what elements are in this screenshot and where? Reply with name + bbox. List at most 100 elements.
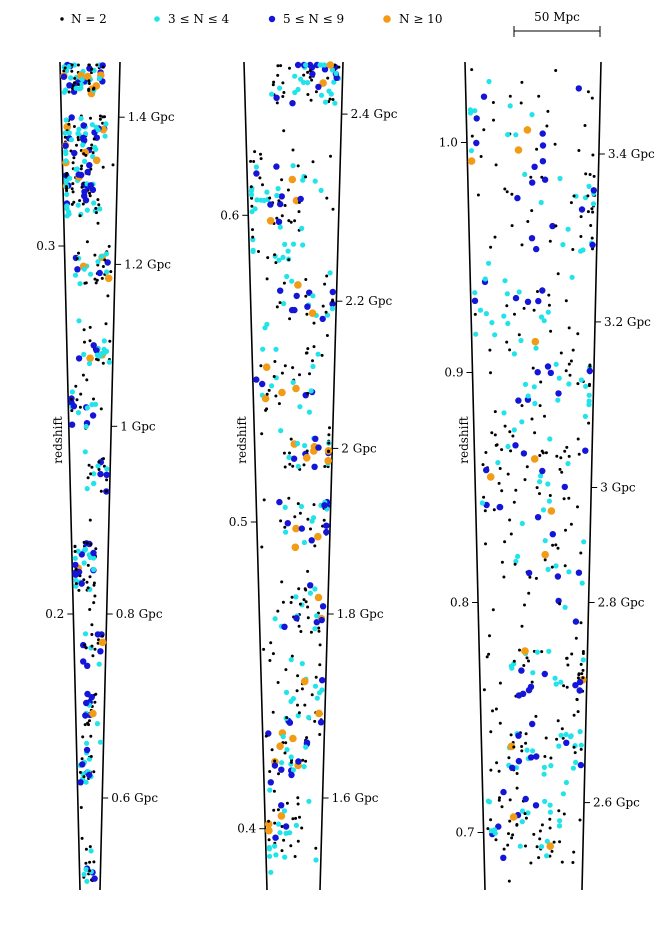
point-n3-4	[250, 248, 256, 254]
point-n2	[586, 90, 590, 94]
point-n2	[283, 465, 287, 469]
point-n2	[305, 449, 309, 453]
point-n3-4	[299, 661, 305, 667]
point-n5-9	[104, 259, 111, 266]
point-n2	[581, 676, 585, 680]
point-n2	[75, 398, 79, 402]
point-n2	[567, 326, 571, 330]
point-n3-4	[489, 320, 495, 326]
point-n2	[520, 80, 524, 84]
point-n5-9	[575, 569, 583, 576]
point-n2	[258, 176, 262, 180]
point-n3-4	[566, 381, 572, 387]
point-n2	[92, 137, 96, 141]
point-n2	[482, 128, 486, 132]
point-n3-4	[577, 729, 583, 735]
point-n3-4	[89, 122, 95, 128]
point-n2	[587, 421, 591, 425]
point-n2	[538, 404, 542, 408]
point-n2	[512, 659, 516, 663]
point-n5-9	[572, 618, 580, 625]
point-n2	[528, 575, 532, 579]
point-n2	[97, 638, 100, 642]
point-n2	[569, 359, 573, 363]
point-n2	[513, 562, 517, 566]
point-n3-4	[316, 690, 323, 696]
point-n3-4	[306, 798, 312, 804]
point-n2	[93, 277, 97, 281]
point-n2	[283, 525, 287, 529]
point-n2	[249, 185, 253, 189]
point-n10plus	[292, 524, 300, 533]
point-n5-9	[535, 297, 542, 305]
point-n5-9	[319, 315, 326, 323]
point-n5-9	[590, 187, 597, 194]
point-n3-4	[95, 463, 101, 469]
point-n2	[520, 749, 524, 753]
point-n5-9	[480, 93, 488, 100]
point-n3-4	[583, 383, 589, 389]
point-n5-9	[273, 163, 280, 170]
y-axis-label: redshift	[235, 416, 249, 464]
point-n3-4	[310, 293, 316, 299]
point-n2	[265, 392, 269, 396]
point-n3-4	[310, 363, 316, 370]
point-n2	[567, 362, 571, 366]
point-n2	[514, 488, 518, 492]
point-n2	[267, 819, 271, 823]
point-n10plus	[514, 146, 523, 154]
point-n3-4	[329, 306, 335, 312]
point-n3-4	[517, 843, 523, 849]
point-n2	[537, 94, 541, 98]
point-n3-4	[279, 760, 285, 766]
point-n2	[511, 434, 515, 438]
point-n3-4	[505, 443, 511, 450]
point-n3-4	[306, 409, 312, 415]
point-n2	[498, 467, 502, 470]
point-n3-4	[507, 103, 513, 109]
point-n2	[489, 730, 493, 734]
point-n2	[296, 703, 299, 707]
point-n5-9	[329, 300, 336, 308]
point-n2	[529, 175, 533, 179]
point-n3-4	[511, 427, 517, 433]
point-n3-4	[569, 274, 575, 280]
point-n3-4	[541, 771, 547, 777]
point-n5-9	[531, 163, 538, 170]
point-n2	[89, 755, 93, 758]
point-n5-9	[96, 269, 103, 277]
point-n2	[71, 182, 75, 186]
point-n3-4	[553, 563, 559, 569]
point-n3-4	[301, 539, 307, 546]
point-n2	[490, 431, 494, 435]
point-n2	[274, 394, 278, 398]
point-n5-9	[88, 694, 95, 701]
point-n3-4	[264, 189, 270, 195]
point-n5-9	[282, 823, 290, 830]
point-n3-4	[322, 99, 329, 105]
point-n5-9	[267, 201, 274, 208]
point-n3-4	[328, 91, 334, 97]
point-n2	[278, 301, 282, 305]
point-n2	[484, 542, 487, 546]
point-n5-9	[495, 823, 502, 830]
point-n5-9	[276, 498, 283, 506]
redshift-tick-label: 0.8	[450, 596, 469, 610]
point-n2	[520, 745, 524, 748]
point-n2	[71, 87, 74, 90]
point-n2	[96, 221, 100, 225]
point-n3-4	[274, 192, 280, 199]
point-n5-9	[81, 188, 88, 195]
point-n5-9	[71, 149, 78, 157]
point-n3-4	[66, 130, 72, 136]
point-n2	[508, 348, 512, 352]
point-n2	[327, 450, 330, 454]
point-n3-4	[103, 121, 109, 127]
point-n10plus	[289, 734, 297, 743]
point-n2	[577, 673, 581, 677]
point-n3-4	[541, 764, 548, 771]
point-n2	[489, 818, 493, 822]
point-n2	[85, 240, 89, 244]
point-n2	[99, 489, 103, 493]
point-n2	[101, 265, 105, 268]
